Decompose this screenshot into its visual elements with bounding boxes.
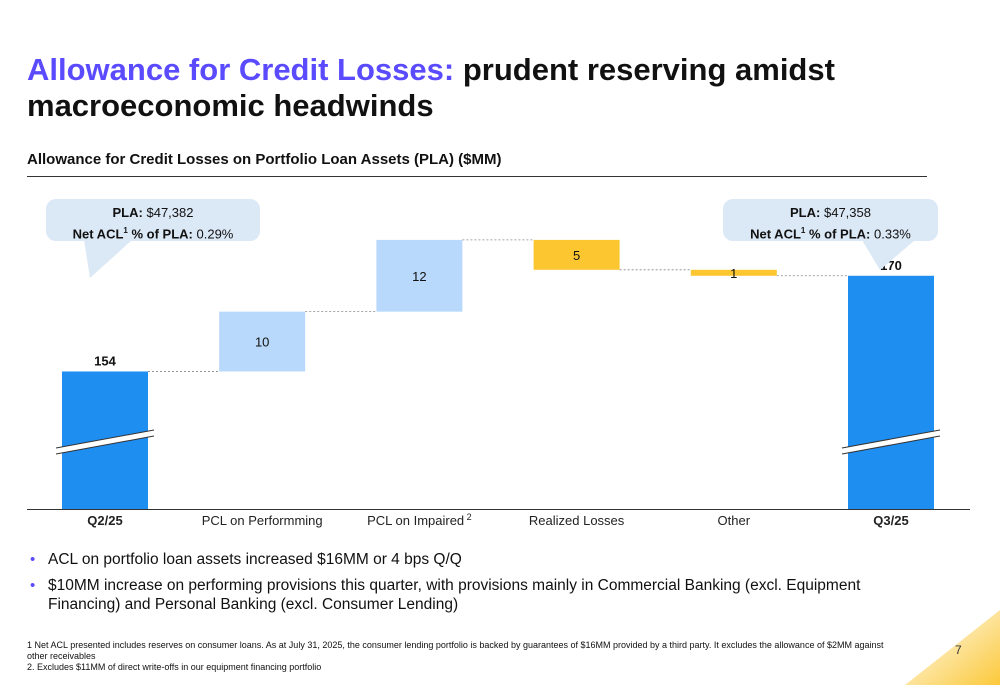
data-label-2: 12 <box>412 269 426 284</box>
callout-q2: PLA: $47,382 Net ACL1 % of PLA: 0.29% <box>46 199 260 241</box>
callout-q3-acl-sup: 1 <box>800 226 806 235</box>
footnote-2: 2. Excludes $11MM of direct write-offs i… <box>27 662 322 672</box>
axis-break-line-b-5 <box>841 435 941 455</box>
callout-q3-acl-label: Net ACL <box>750 226 801 242</box>
bar-3 <box>533 239 620 270</box>
category-label-1: PCL on Performming <box>202 513 323 528</box>
page-number: 7 <box>955 643 962 657</box>
axis-break-line-a-0 <box>55 429 155 449</box>
page-title: Allowance for Credit Losses: prudent res… <box>27 52 967 124</box>
callout-q3-pla-label: PLA: <box>790 205 821 220</box>
category-label-3: Realized Losses <box>529 513 625 528</box>
data-label-3: 5 <box>573 248 580 263</box>
bullet-item: • $10MM increase on performing provisions… <box>30 576 930 614</box>
callout-q2-pla-value: $47,382 <box>146 205 194 220</box>
axis-break-line-a-5 <box>841 429 941 449</box>
data-label-0: 154 <box>94 353 116 368</box>
footnote-1: 1 Net ACL presented includes reserves on… <box>27 640 884 661</box>
axis-break-gap-0 <box>56 430 154 454</box>
category-label-5: Q3/25 <box>873 513 908 528</box>
callout-q2-acl-sup: 1 <box>123 226 128 235</box>
callout-q3-acl-value: 0.33% <box>874 226 911 242</box>
callout-q2-pla-label: PLA: <box>112 205 143 220</box>
data-label-4: 1 <box>730 266 737 281</box>
callout-q3-pla-value: $47,358 <box>823 205 871 220</box>
bullet-dot-icon: • <box>30 551 36 568</box>
callout-q3-acl-label2: % of PLA: <box>808 226 871 242</box>
category-label-0: Q2/25 <box>87 513 122 528</box>
data-label-1: 10 <box>255 335 269 350</box>
bullet-dot-icon: • <box>30 577 36 594</box>
callout-left-tail <box>84 240 132 278</box>
bar-2 <box>376 239 463 312</box>
callout-right-tail <box>862 240 915 270</box>
title-accent: Allowance for Credit Losses: <box>27 52 455 87</box>
bullet-item: • ACL on portfolio loan assets increased … <box>30 550 930 569</box>
chart-title: Allowance for Credit Losses on Portfolio… <box>27 151 502 168</box>
footnotes: 1 Net ACL presented includes reserves on… <box>27 640 887 673</box>
bullet-text: $10MM increase on performing provisions … <box>48 577 861 613</box>
bullet-text: ACL on portfolio loan assets increased $… <box>48 551 462 568</box>
axis-break-gap-5 <box>842 430 940 454</box>
bar-1 <box>219 311 306 372</box>
bar-5 <box>848 275 934 509</box>
axis-break-line-b-0 <box>55 435 155 455</box>
callout-q3: PLA: $47,358 Net ACL1 % of PLA: 0.33% <box>723 199 938 241</box>
callout-q2-acl-value: 0.29% <box>196 226 234 242</box>
bar-4 <box>690 269 777 276</box>
callout-q2-acl-label2: % of PLA: <box>131 226 193 242</box>
callout-q2-acl-label: Net ACL <box>72 226 124 242</box>
category-label-2: PCL on Impaired 2 <box>367 512 472 528</box>
title-rest: prudent reserving amidst macroeconomic h… <box>27 52 835 123</box>
title-divider <box>27 176 927 177</box>
bullet-list: • ACL on portfolio loan assets increased … <box>30 550 930 621</box>
category-label-4: Other <box>718 513 751 528</box>
